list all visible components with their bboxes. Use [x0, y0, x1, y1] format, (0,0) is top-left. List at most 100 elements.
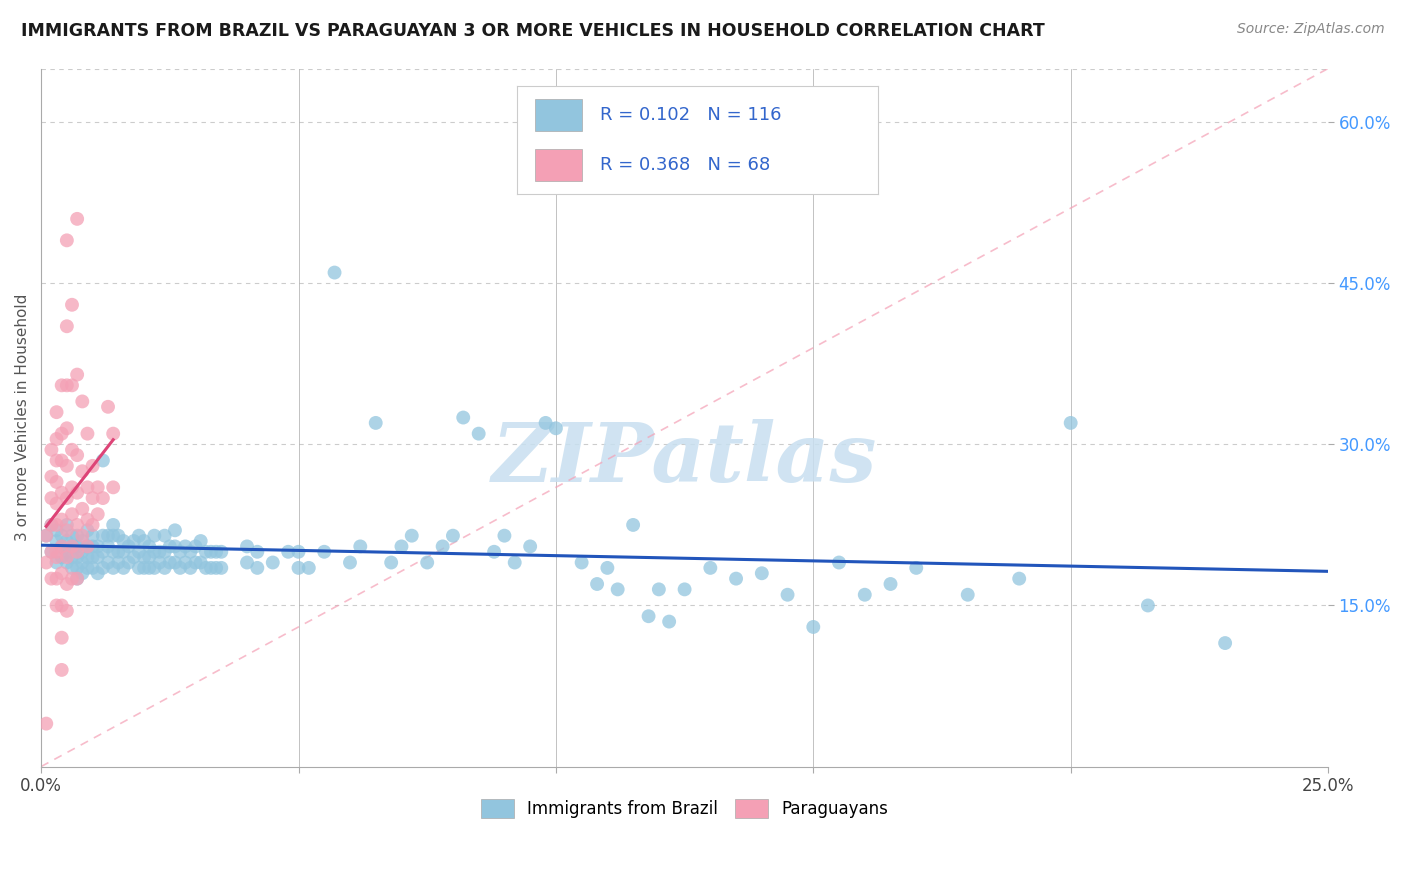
- Point: [534, 416, 557, 430]
- Point: [51, 566, 73, 581]
- Point: [236, 540, 259, 554]
- Point: [169, 561, 191, 575]
- Point: [451, 410, 474, 425]
- Point: [184, 556, 207, 570]
- Point: [56, 524, 79, 538]
- Point: [66, 550, 89, 565]
- Point: [571, 556, 593, 570]
- Point: [72, 534, 94, 549]
- Point: [72, 529, 94, 543]
- Point: [51, 540, 73, 554]
- Point: [56, 458, 79, 473]
- Point: [56, 378, 79, 392]
- Point: [519, 540, 541, 554]
- Point: [179, 561, 201, 575]
- Point: [205, 545, 228, 559]
- Point: [339, 556, 361, 570]
- Point: [138, 561, 160, 575]
- Point: [60, 442, 83, 457]
- Point: [169, 545, 191, 559]
- Point: [482, 545, 505, 559]
- Point: [66, 545, 89, 559]
- Point: [51, 663, 73, 677]
- Point: [72, 566, 94, 581]
- Point: [117, 556, 139, 570]
- Point: [287, 545, 309, 559]
- Point: [364, 416, 387, 430]
- Point: [97, 540, 120, 554]
- Point: [432, 540, 454, 554]
- Y-axis label: 3 or more Vehicles in Household: 3 or more Vehicles in Household: [15, 293, 30, 541]
- Point: [956, 588, 979, 602]
- Point: [82, 491, 104, 505]
- Point: [401, 529, 423, 543]
- Point: [76, 524, 98, 538]
- Point: [174, 540, 197, 554]
- Point: [148, 545, 170, 559]
- Point: [143, 529, 166, 543]
- Point: [112, 545, 135, 559]
- Point: [159, 556, 181, 570]
- Text: IMMIGRANTS FROM BRAZIL VS PARAGUAYAN 3 OR MORE VEHICLES IN HOUSEHOLD CORRELATION: IMMIGRANTS FROM BRAZIL VS PARAGUAYAN 3 O…: [21, 22, 1045, 40]
- Point: [41, 491, 63, 505]
- Point: [82, 458, 104, 473]
- Point: [87, 540, 110, 554]
- Point: [45, 405, 67, 419]
- Point: [287, 561, 309, 575]
- Point: [298, 561, 321, 575]
- Point: [41, 545, 63, 559]
- Point: [45, 550, 67, 565]
- Point: [277, 545, 299, 559]
- Point: [60, 540, 83, 554]
- Point: [87, 566, 110, 581]
- Point: [179, 545, 201, 559]
- Point: [673, 582, 696, 597]
- Point: [76, 540, 98, 554]
- Legend: Immigrants from Brazil, Paraguayans: Immigrants from Brazil, Paraguayans: [474, 792, 896, 824]
- Point: [45, 475, 67, 489]
- Point: [101, 545, 124, 559]
- Point: [41, 517, 63, 532]
- Point: [60, 529, 83, 543]
- Point: [163, 524, 186, 538]
- Point: [323, 266, 346, 280]
- Point: [72, 394, 94, 409]
- Point: [905, 561, 928, 575]
- Point: [658, 615, 681, 629]
- Point: [66, 485, 89, 500]
- Point: [82, 529, 104, 543]
- Point: [143, 545, 166, 559]
- Point: [503, 556, 526, 570]
- Point: [107, 545, 129, 559]
- Point: [51, 426, 73, 441]
- Point: [1060, 416, 1083, 430]
- Point: [72, 545, 94, 559]
- Point: [128, 529, 150, 543]
- Point: [51, 485, 73, 500]
- Point: [101, 480, 124, 494]
- Point: [87, 480, 110, 494]
- Point: [776, 588, 799, 602]
- Text: Source: ZipAtlas.com: Source: ZipAtlas.com: [1237, 22, 1385, 37]
- Point: [200, 561, 222, 575]
- Point: [801, 620, 824, 634]
- Point: [107, 529, 129, 543]
- Point: [66, 561, 89, 575]
- Point: [586, 577, 609, 591]
- Point: [699, 561, 721, 575]
- Point: [349, 540, 371, 554]
- Point: [41, 545, 63, 559]
- Point: [117, 540, 139, 554]
- Point: [314, 545, 336, 559]
- Point: [66, 572, 89, 586]
- Point: [56, 421, 79, 435]
- Point: [51, 512, 73, 526]
- Point: [76, 550, 98, 565]
- Point: [467, 426, 489, 441]
- Point: [60, 378, 83, 392]
- Point: [56, 545, 79, 559]
- Point: [82, 517, 104, 532]
- Point: [60, 540, 83, 554]
- Point: [45, 556, 67, 570]
- Point: [132, 534, 155, 549]
